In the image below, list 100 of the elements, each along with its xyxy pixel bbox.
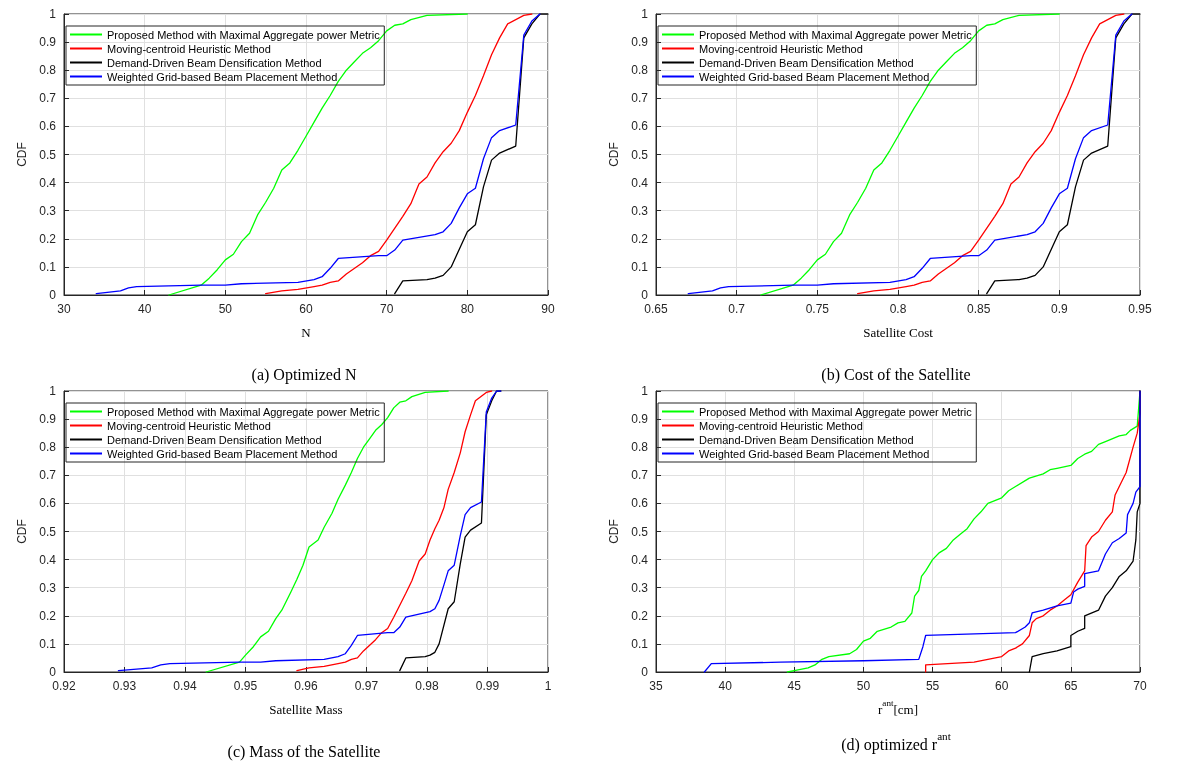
legend-label: Proposed Method with Maximal Aggregate power Metric bbox=[699, 28, 973, 41]
y-tick-label: 0.8 bbox=[631, 440, 649, 455]
y-tick-label: 0.7 bbox=[631, 468, 649, 483]
y-tick-label: 0.1 bbox=[631, 636, 649, 651]
y-axis-title: CDF bbox=[607, 142, 621, 167]
x-tick-label: 0.8 bbox=[889, 302, 907, 316]
y-tick-label: 1 bbox=[641, 384, 649, 398]
x-tick-label: 50 bbox=[218, 302, 233, 316]
x-tick-label: 70 bbox=[379, 302, 394, 316]
legend-label: Weighted Grid-based Beam Placement Method bbox=[699, 70, 930, 83]
x-tick-label: 0.7 bbox=[728, 302, 746, 316]
y-tick-label: 0.6 bbox=[39, 496, 57, 511]
y-tick-label: 0.8 bbox=[631, 63, 649, 78]
x-tick-label: 0.65 bbox=[644, 302, 668, 316]
y-tick-label: 0.2 bbox=[631, 608, 649, 623]
y-tick-label: 0.2 bbox=[631, 231, 649, 246]
y-tick-label: 0.6 bbox=[39, 119, 57, 134]
y-tick-label: 1 bbox=[49, 7, 57, 21]
x-tick-label: 30 bbox=[57, 302, 71, 316]
y-tick-label: 0.4 bbox=[39, 175, 57, 190]
y-tick-label: 0.5 bbox=[631, 524, 649, 539]
y-tick-label: 0 bbox=[49, 288, 57, 302]
y-tick-label: 0 bbox=[49, 665, 57, 679]
y-tick-label: 0 bbox=[641, 288, 649, 302]
x-tick-label: 45 bbox=[787, 679, 802, 693]
y-tick-label: 0.9 bbox=[39, 35, 57, 50]
x-tick-label: 0.9 bbox=[1050, 302, 1068, 316]
legend-label: Weighted Grid-based Beam Placement Method bbox=[107, 70, 338, 83]
y-tick-label: 0.4 bbox=[631, 552, 649, 567]
x-axis-title: Satellite Cost bbox=[863, 325, 934, 341]
x-tick-label: 40 bbox=[718, 679, 733, 693]
legend-label: Moving-centroid Heuristic Method bbox=[107, 42, 271, 55]
legend-label: Proposed Method with Maximal Aggregate power Metric bbox=[107, 28, 381, 41]
y-tick-label: 0.3 bbox=[39, 580, 57, 595]
y-tick-label: 0.3 bbox=[39, 203, 57, 218]
y-axis-title: CDF bbox=[607, 519, 621, 544]
y-tick-label: 1 bbox=[49, 384, 57, 398]
y-tick-label: 0.6 bbox=[631, 119, 649, 134]
x-tick-label: 0.98 bbox=[415, 679, 439, 693]
legend-label: Weighted Grid-based Beam Placement Method bbox=[107, 447, 338, 460]
y-tick-label: 0.5 bbox=[39, 524, 57, 539]
y-tick-label: 0.9 bbox=[39, 412, 57, 427]
x-tick-label: 35 bbox=[649, 679, 663, 693]
y-tick-label: 0.5 bbox=[631, 147, 649, 162]
legend-label: Demand-Driven Beam Densification Method bbox=[699, 56, 914, 69]
y-tick-label: 0.3 bbox=[631, 203, 649, 218]
x-tick-label: 0.75 bbox=[805, 302, 830, 316]
y-tick-label: 0.8 bbox=[39, 440, 57, 455]
x-tick-label: 60 bbox=[299, 302, 313, 316]
legend-label: Weighted Grid-based Beam Placement Method bbox=[699, 447, 930, 460]
x-tick-label: 0.85 bbox=[966, 302, 991, 316]
legend-label: Demand-Driven Beam Densification Method bbox=[107, 433, 322, 446]
legend-label: Demand-Driven Beam Densification Method bbox=[107, 56, 322, 69]
y-tick-label: 0 bbox=[641, 665, 649, 679]
text: (c) Mass of the Satellite bbox=[227, 742, 381, 761]
y-tick-label: 0.1 bbox=[39, 636, 57, 651]
text: (b) Cost of the Satellite bbox=[821, 365, 971, 384]
x-tick-label: 0.92 bbox=[52, 679, 76, 693]
y-tick-label: 0.1 bbox=[631, 259, 649, 274]
x-tick-label: 60 bbox=[995, 679, 1009, 693]
y-tick-label: 0.7 bbox=[631, 91, 649, 106]
y-tick-label: 0.7 bbox=[39, 468, 57, 483]
x-tick-label: 0.95 bbox=[233, 679, 258, 693]
legend-label: Moving-centroid Heuristic Method bbox=[107, 419, 271, 432]
x-tick-label: 0.96 bbox=[294, 679, 318, 693]
y-tick-label: 0.1 bbox=[39, 259, 57, 274]
y-tick-label: 0.6 bbox=[631, 496, 649, 511]
text: (a) Optimized N bbox=[251, 365, 357, 384]
x-tick-label: 0.93 bbox=[112, 679, 137, 693]
x-tick-label: 1 bbox=[544, 679, 552, 693]
y-tick-label: 1 bbox=[641, 7, 649, 21]
y-tick-label: 0.7 bbox=[39, 91, 57, 106]
legend-label: Demand-Driven Beam Densification Method bbox=[699, 433, 914, 446]
y-tick-label: 0.4 bbox=[631, 175, 649, 190]
legend-label: Proposed Method with Maximal Aggregate power Metric bbox=[107, 405, 381, 418]
x-tick-label: 0.99 bbox=[475, 679, 500, 693]
line-series bbox=[687, 13, 1133, 295]
y-tick-label: 0.9 bbox=[631, 412, 649, 427]
x-tick-label: 50 bbox=[856, 679, 871, 693]
x-tick-label: 0.94 bbox=[173, 679, 197, 693]
x-tick-label: 80 bbox=[460, 302, 475, 316]
x-axis-title: Satellite Mass bbox=[269, 702, 343, 718]
y-axis-title: CDF bbox=[15, 142, 29, 167]
y-tick-label: 0.4 bbox=[39, 552, 57, 567]
y-axis-title: CDF bbox=[15, 519, 29, 544]
legend-label: Moving-centroid Heuristic Method bbox=[699, 42, 863, 55]
x-axis-title: N bbox=[301, 325, 312, 341]
legend-label: Proposed Method with Maximal Aggregate power Metric bbox=[699, 405, 973, 418]
x-tick-label: 0.95 bbox=[1128, 302, 1152, 316]
legend-label: Moving-centroid Heuristic Method bbox=[699, 419, 863, 432]
x-tick-label: 40 bbox=[137, 302, 152, 316]
x-tick-label: 55 bbox=[925, 679, 940, 693]
y-tick-label: 0.3 bbox=[631, 580, 649, 595]
x-tick-label: 65 bbox=[1064, 679, 1078, 693]
y-tick-label: 0.2 bbox=[39, 231, 57, 246]
y-tick-label: 0.5 bbox=[39, 147, 57, 162]
x-tick-label: 70 bbox=[1133, 679, 1147, 693]
y-tick-label: 0.9 bbox=[631, 35, 649, 50]
x-tick-label: 90 bbox=[541, 302, 555, 316]
y-tick-label: 0.2 bbox=[39, 608, 57, 623]
